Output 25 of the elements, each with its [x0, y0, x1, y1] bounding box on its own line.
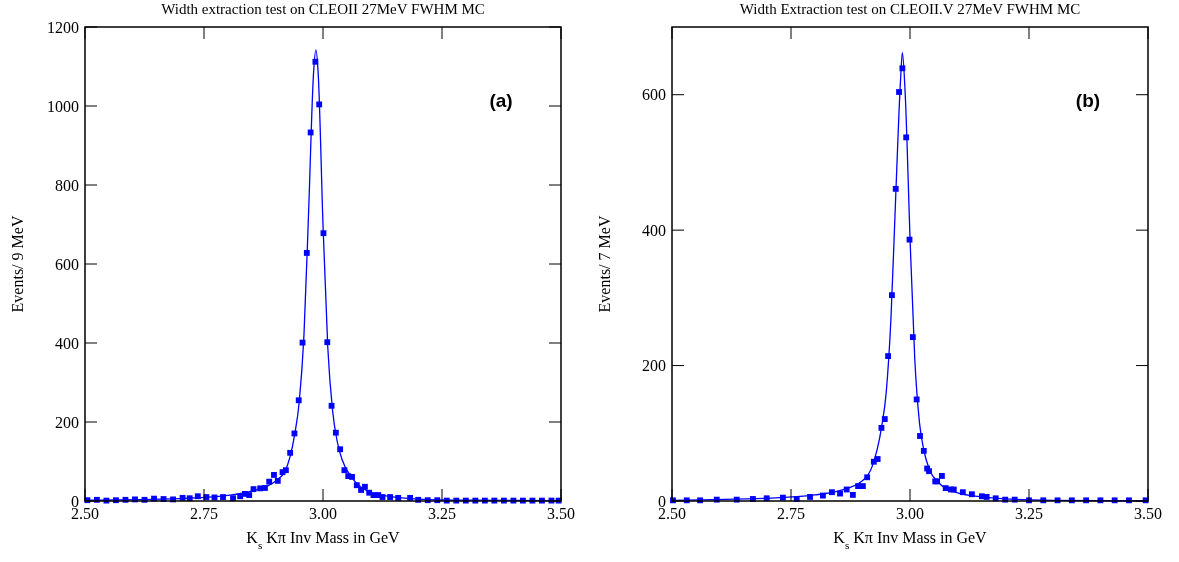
- x-tick-label: 3.25: [1015, 505, 1043, 522]
- x-tick-label: 2.75: [777, 505, 805, 522]
- x-tick-label: 3.50: [1134, 505, 1162, 522]
- annotation: (b): [1075, 90, 1101, 111]
- x-tick-label: 3.25: [428, 505, 456, 522]
- y-tick-label: 200: [642, 357, 666, 375]
- y-tick-label: 800: [55, 176, 79, 194]
- y-tick-label: 1200: [47, 18, 79, 36]
- annotation: (a): [489, 90, 513, 111]
- chart-title: Width Extraction test on CLEOII.V 27MeV FWHM MC: [739, 1, 1081, 17]
- y-tick-label: 200: [55, 413, 79, 431]
- x-tick-label: 3.00: [896, 505, 924, 522]
- x-axis-title: K$_{s}$ Kπ Inv Mass in GeV: [246, 529, 401, 551]
- y-tick-label: 400: [55, 334, 79, 352]
- x-tick-label: 3.00: [309, 505, 337, 522]
- x-tick-label: 2.75: [190, 505, 218, 522]
- y-tick-label: 600: [55, 255, 79, 273]
- y-tick-label: 600: [642, 86, 666, 104]
- y-tick-label: 1000: [47, 97, 79, 115]
- y-axis-title: Events/ 7 MeV: [596, 215, 613, 313]
- y-axis-title: Events/ 9 MeV: [9, 215, 26, 313]
- y-tick-label: 400: [642, 221, 666, 239]
- chart-title: Width extraction test on CLEOII 27MeV FWHM MC: [161, 1, 485, 17]
- x-tick-label: 3.50: [547, 505, 575, 522]
- x-axis-title: K$_{s}$ Kπ Inv Mass in GeV: [833, 529, 988, 551]
